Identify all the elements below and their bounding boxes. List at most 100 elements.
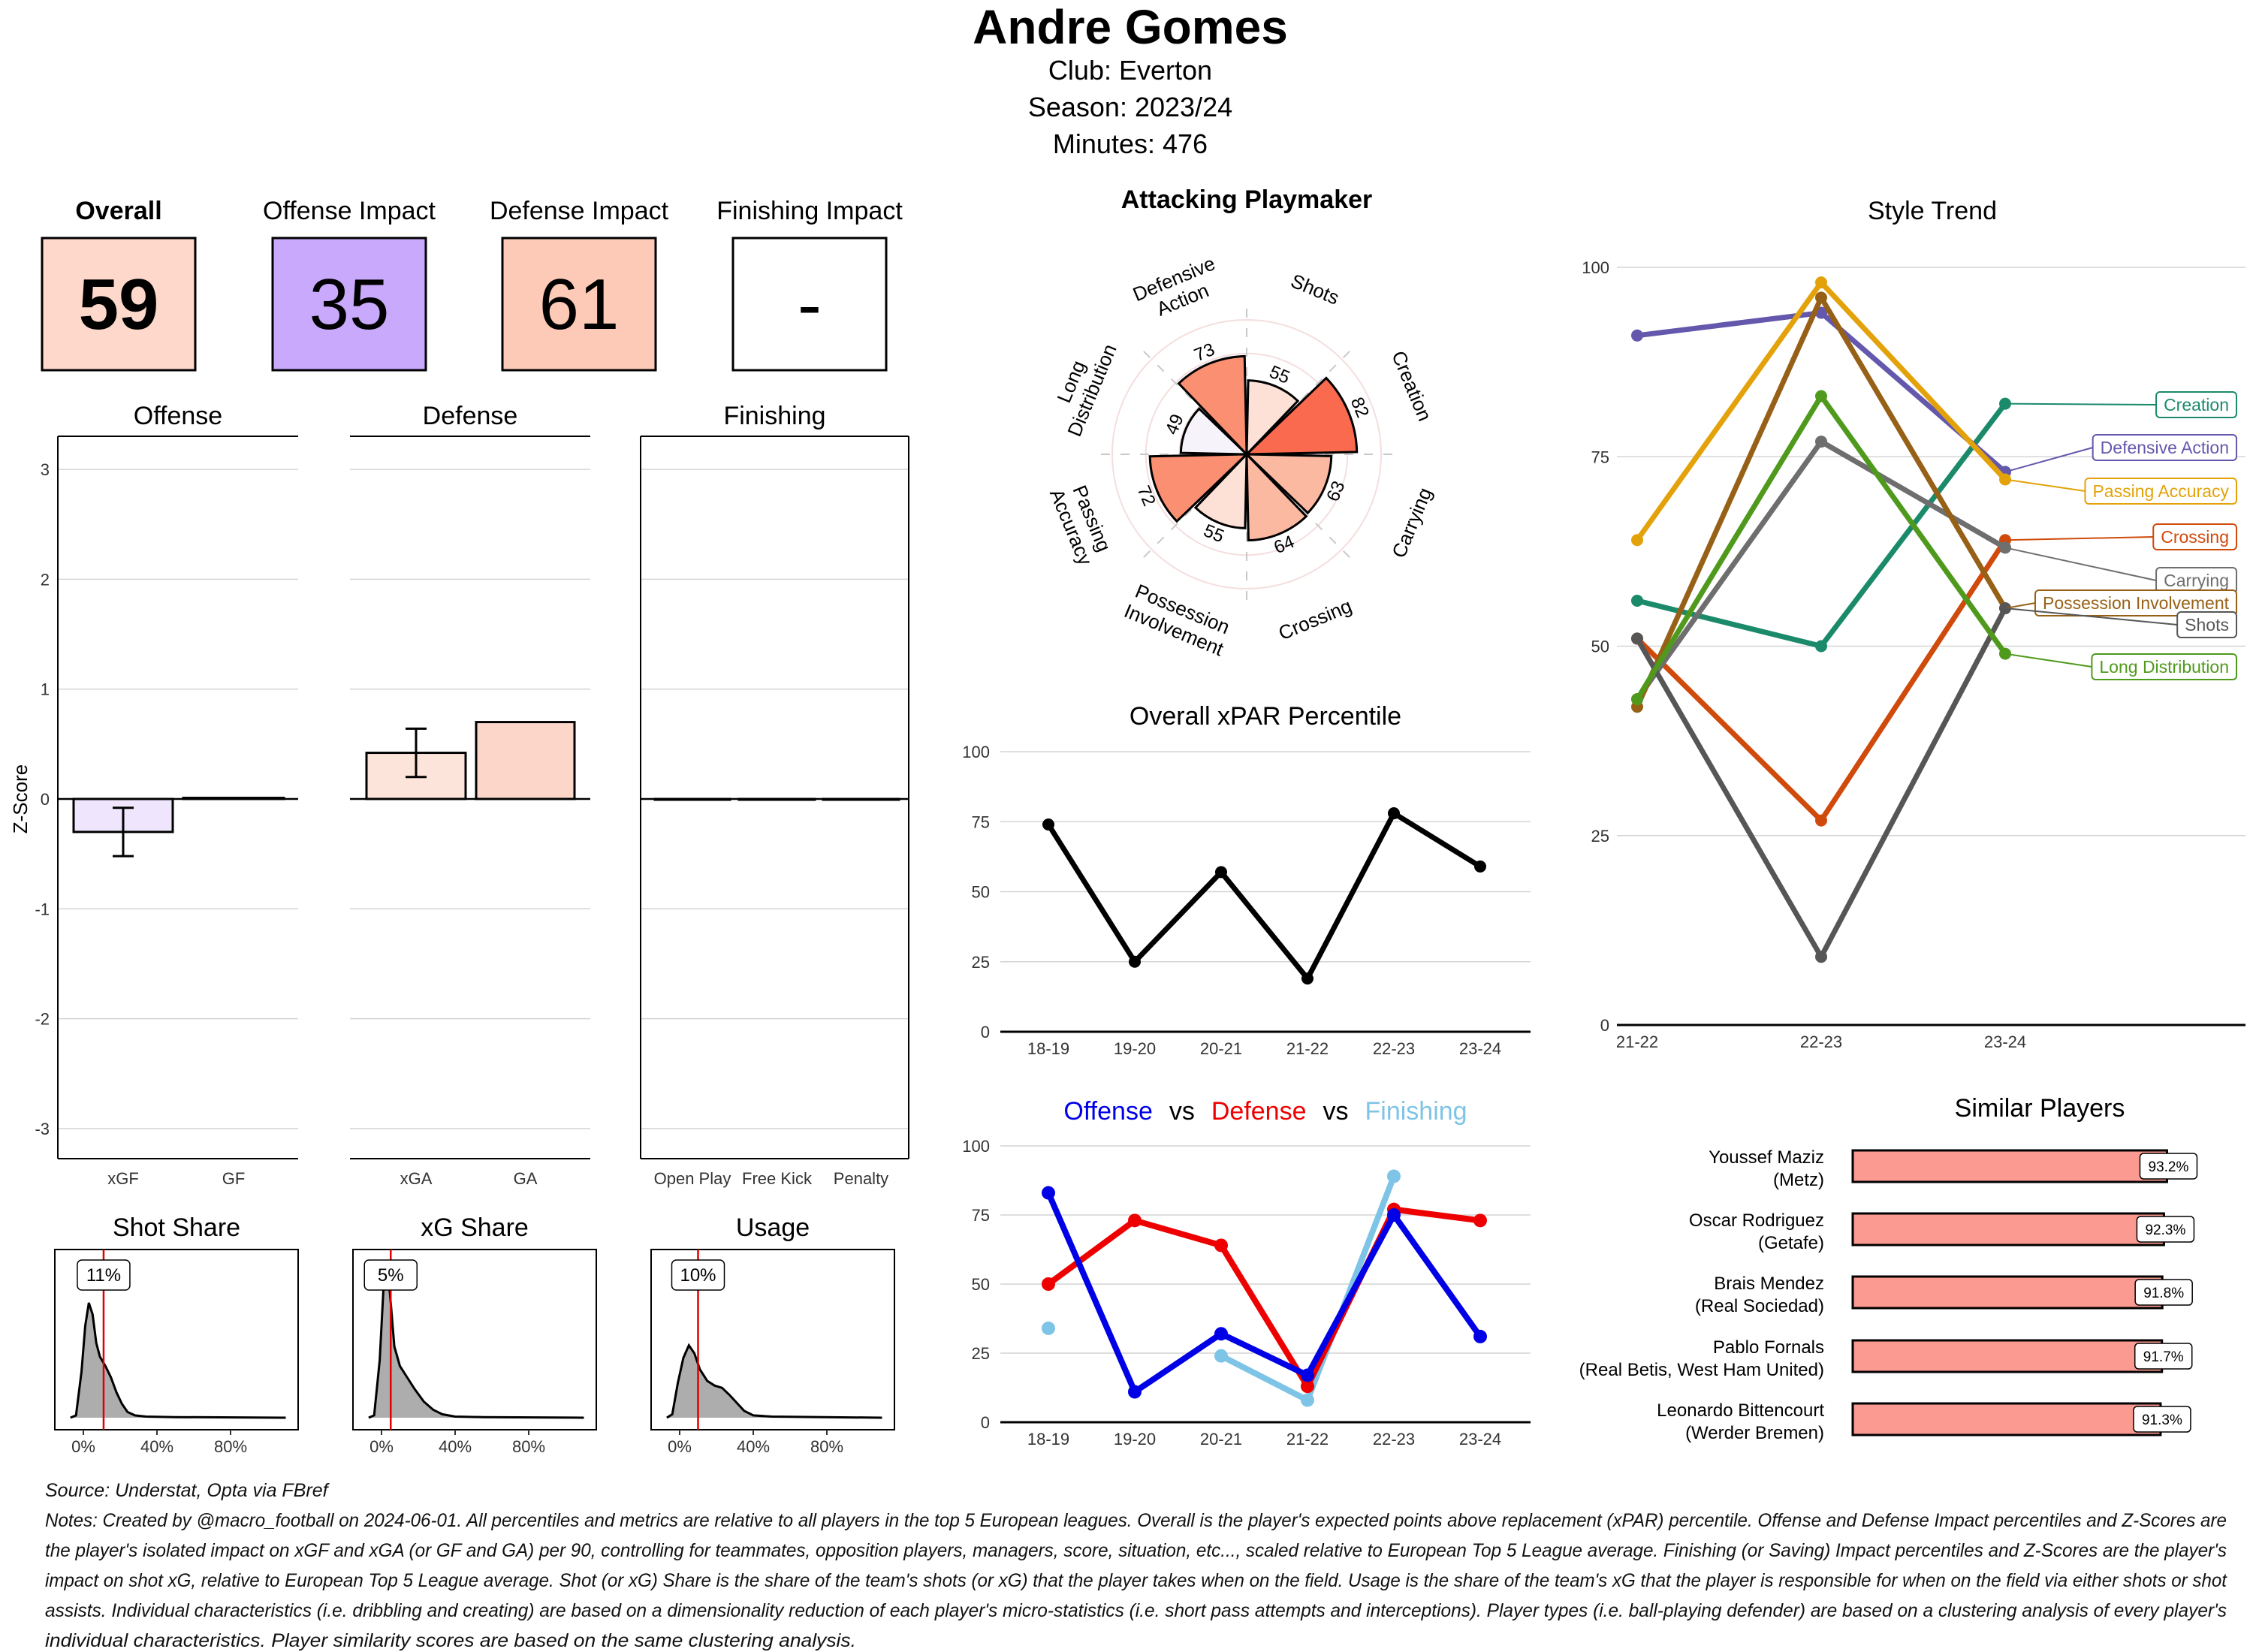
radar-wedge-crossing [1245, 451, 1308, 542]
x-tick-label: 80% [512, 1437, 545, 1456]
density-curve [666, 1343, 882, 1419]
chart-title: Overall xPAR Percentile [1130, 702, 1401, 731]
zscore-panel-defense: Defense xGA GA [350, 402, 590, 1188]
card-value: 35 [309, 264, 390, 345]
notes-line-5: individual characteristics. Player simil… [45, 1630, 856, 1651]
data-point [1473, 1213, 1487, 1228]
card-box [731, 237, 888, 372]
y-tick-label: 25 [972, 953, 990, 972]
x-tick-label: 19-20 [1114, 1430, 1156, 1449]
y-tick-label: 100 [1582, 258, 1609, 277]
series-line [1634, 605, 2008, 960]
radar-category-label: Shots [1288, 270, 1343, 309]
leader-line [2004, 602, 2036, 610]
trend-label-text: Defensive Action [2101, 438, 2229, 457]
similarity-label: 92.3% [2145, 1222, 2185, 1238]
title-part: vs [1169, 1097, 1195, 1126]
data-point [1631, 534, 1643, 547]
data-point [1815, 814, 1827, 827]
header: Andre Gomes Club: Everton Season: 2023/2… [973, 0, 1288, 159]
radar-wedge-creation [1244, 376, 1359, 456]
similarity-label: 91.7% [2143, 1349, 2184, 1365]
trend-label-possession-involvement: Possession Involvement [2004, 589, 2237, 616]
trend-label-shots: Shots [2004, 607, 2237, 638]
bar-gf [182, 797, 285, 800]
x-tick-label: GF [222, 1169, 246, 1188]
card-value: - [798, 264, 822, 345]
data-point [1301, 1393, 1314, 1407]
card-value: 61 [539, 264, 620, 345]
x-tick-label: 0% [668, 1437, 692, 1456]
radar-category-label: Crossing [1275, 594, 1355, 644]
similarity-bar [1851, 1212, 2165, 1247]
y-tick-label: 3 [41, 460, 50, 479]
radar-category-label: PassingAccuracy [1045, 477, 1117, 568]
xpar-line-chart: Overall xPAR Percentile 0 25 50 75 100 18-19 19… [962, 702, 1531, 1058]
similarity-label-box [2139, 1153, 2198, 1180]
radar-category-line: Crossing [1275, 594, 1355, 644]
season-value: 2023/24 [1135, 92, 1232, 122]
panel-title: Shot Share [113, 1213, 240, 1242]
y-tick-label: -3 [35, 1120, 50, 1138]
x-tick-label: 21-22 [1286, 1039, 1329, 1058]
x-tick-label: 40% [737, 1437, 770, 1456]
leader-line [2004, 402, 2157, 405]
player-name: Brais Mendez [1714, 1274, 1824, 1294]
data-point [1473, 1329, 1487, 1343]
data-point [1301, 1368, 1314, 1382]
x-tick-label: 21-22 [1286, 1430, 1329, 1449]
y-tick-label: 75 [1591, 448, 1609, 466]
similar-player-row: Brais Mendez(Real Sociedad) 91.8% [1695, 1274, 2193, 1316]
season-line: Season: 2023/24 [1028, 92, 1232, 122]
data-point [1042, 818, 1054, 831]
y-tick-label: 100 [962, 1137, 990, 1156]
x-tick-label: 21-22 [1616, 1032, 1658, 1051]
x-tick-label: 23-24 [1459, 1039, 1501, 1058]
series-carrying [1631, 436, 2011, 706]
trend-label-text: Long Distribution [2099, 657, 2229, 677]
impact-cards: Overall 59 Offense Impact 35 Defense Impact 6… [41, 197, 903, 372]
data-point [1815, 436, 1827, 448]
y-tick-label: 50 [972, 883, 990, 902]
player-name: Leonardo Bittencourt [1657, 1400, 1824, 1421]
series-shots [1631, 602, 2011, 963]
title-part: Offense [1063, 1097, 1152, 1126]
y-tick-label: 100 [962, 743, 990, 761]
player-club: (Real Betis, West Ham United) [1579, 1360, 1824, 1380]
y-tick-label: 2 [41, 570, 50, 589]
series-finishing [1042, 1169, 1401, 1407]
series-defense [1042, 1202, 1487, 1394]
bar-ga [475, 721, 576, 800]
leader-line [2004, 653, 2092, 668]
data-point [1631, 693, 1643, 706]
leader-line [2004, 447, 2093, 473]
trend-label-text: Passing Accuracy [2092, 481, 2229, 501]
radar-category-label: Carrying [1387, 484, 1436, 561]
x-tick-label: xGA [400, 1169, 433, 1188]
card-box [41, 237, 197, 372]
trend-label-defensive-action: Defensive Action [2004, 434, 2237, 473]
radar-category-label: DefensiveAction [1130, 252, 1227, 327]
x-tick-label: 22-23 [1373, 1430, 1415, 1449]
trend-label-text: Carrying [2164, 571, 2229, 590]
offense-defense-finishing-chart: Offense vs Defense vs Finishing 0 25 50 75 100 18-… [962, 1097, 1531, 1449]
chart-title: Offense vs Defense vs Finishing [1063, 1097, 1467, 1126]
chart-title: Similar Players [1955, 1094, 2125, 1123]
data-point [1387, 1208, 1401, 1222]
radar-wedge-passing-accuracy [1148, 453, 1250, 523]
y-tick-label: 0 [41, 790, 50, 809]
series-passing-accuracy [1631, 276, 2011, 547]
radar-wedge-shots [1245, 379, 1300, 457]
leader-line [2004, 478, 2086, 492]
panel-border [650, 1249, 895, 1430]
minutes-label: Minutes: [1053, 128, 1155, 159]
panel-title: xG Share [421, 1213, 529, 1242]
data-point [1815, 276, 1827, 289]
y-tick-label: 50 [972, 1275, 990, 1294]
zscore-panel-offense: Offense xGF GF [57, 402, 298, 1188]
source-text: Source: Understat, Opta via FBref [45, 1480, 330, 1501]
notes-line-4: assists. Individual characteristics (i.e… [45, 1600, 2227, 1621]
similar-player-row: Leonardo Bittencourt(Werder Bremen) 91.3% [1657, 1400, 2191, 1443]
card-label: Offense Impact [263, 197, 436, 225]
